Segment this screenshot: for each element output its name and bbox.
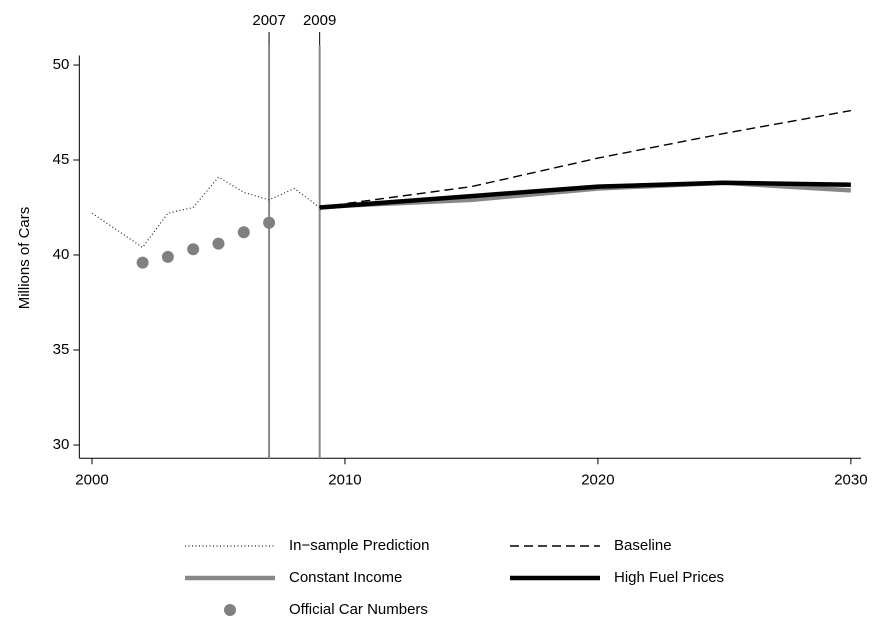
- data-point: [237, 226, 250, 239]
- y-tick-label: 40: [53, 246, 70, 263]
- x-tick-label: 2020: [581, 471, 614, 488]
- data-point: [161, 250, 174, 263]
- reference-label: 2007: [252, 12, 285, 29]
- data-point: [263, 216, 276, 229]
- series-line: [91, 176, 321, 248]
- data-point: [187, 243, 200, 256]
- x-tick-label: 2030: [834, 471, 867, 488]
- y-tick-label: 35: [53, 341, 70, 358]
- legend-label: Baseline: [614, 537, 672, 554]
- legend-label: In−sample Prediction: [289, 537, 430, 554]
- y-axis-label: Millions of Cars: [16, 207, 33, 310]
- legend-symbol: [224, 604, 236, 616]
- reference-label: 2009: [303, 12, 336, 29]
- y-tick-label: 45: [53, 151, 70, 168]
- x-tick-label: 2000: [75, 471, 108, 488]
- y-tick-label: 50: [53, 56, 70, 73]
- data-point: [136, 256, 149, 269]
- series-line: [319, 180, 851, 210]
- legend-label: High Fuel Prices: [614, 569, 724, 586]
- legend-label: Constant Income: [289, 569, 402, 586]
- x-tick-label: 2010: [328, 471, 361, 488]
- legend-label: Official Car Numbers: [289, 601, 428, 618]
- data-point: [212, 237, 225, 250]
- y-tick-label: 30: [53, 436, 70, 453]
- series-line: [319, 109, 852, 209]
